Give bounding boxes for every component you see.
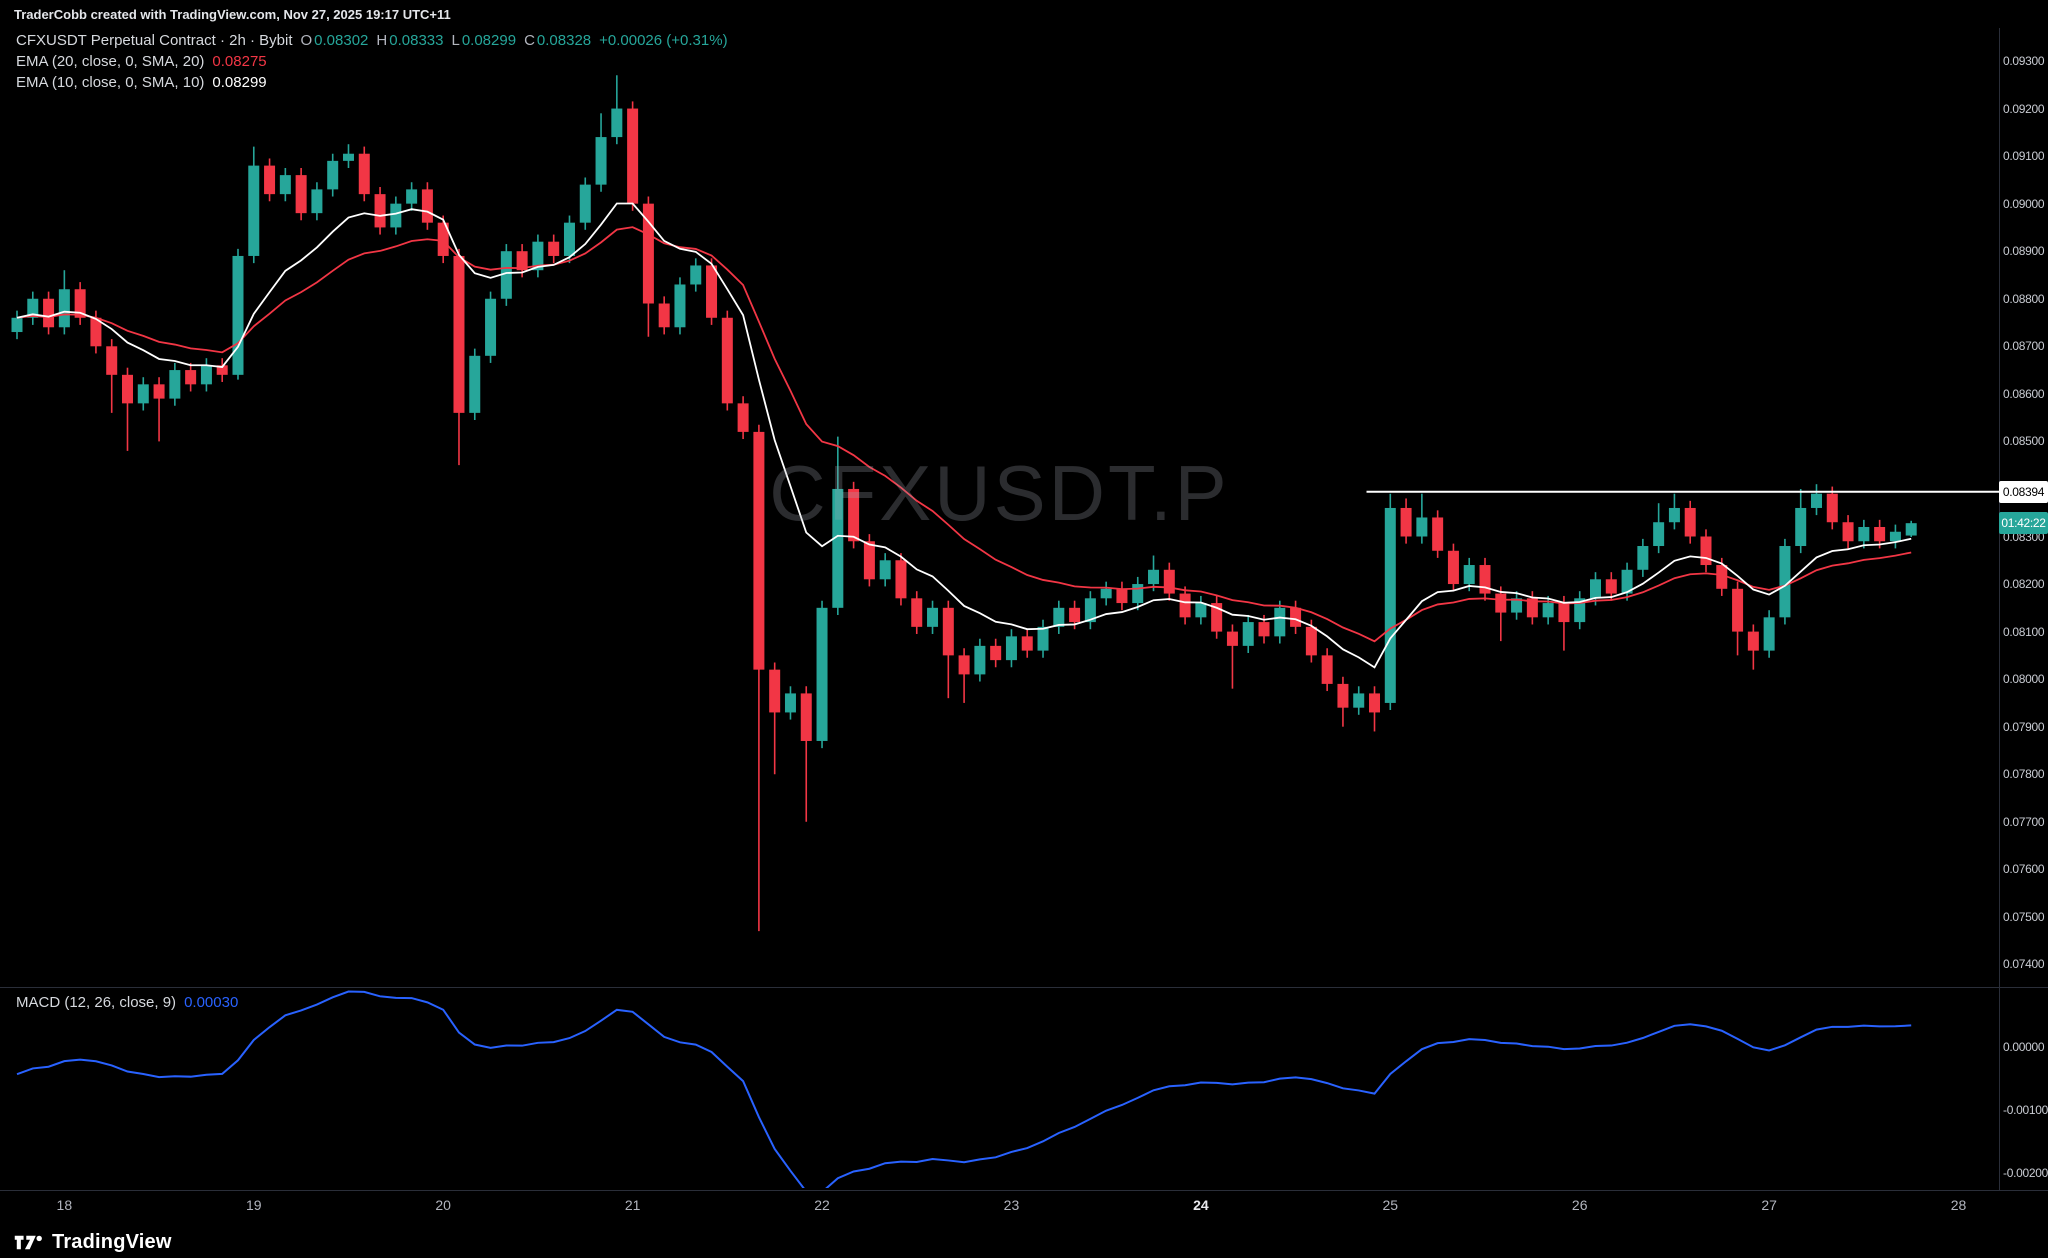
low-value: 0.08299 xyxy=(461,32,517,49)
macd-tick: 0.00000 xyxy=(2003,1040,2045,1054)
time-tick: 24 xyxy=(1193,1197,1209,1213)
price-tick: 0.07500 xyxy=(2003,909,2045,924)
ema10-label: EMA (10, close, 0, SMA, 10) xyxy=(16,74,205,91)
price-tick: 0.08100 xyxy=(2003,624,2045,639)
ema10-legend-row[interactable]: EMA (10, close, 0, SMA, 10) 0.08299 xyxy=(16,72,728,93)
ema20-value: 0.08275 xyxy=(212,53,267,70)
symbol-legend-row[interactable]: CFXUSDT Perpetual Contract · 2h · Bybit … xyxy=(16,30,728,51)
macd-tick: -0.00100 xyxy=(2003,1103,2048,1117)
time-tick: 22 xyxy=(814,1197,830,1213)
close-value-pair: C 0.08328 xyxy=(524,32,592,49)
price-tick: 0.07700 xyxy=(2003,814,2045,829)
ema20-label: EMA (20, close, 0, SMA, 20) xyxy=(16,53,205,70)
price-tick: 0.08000 xyxy=(2003,672,2045,687)
time-tick: 19 xyxy=(245,1197,262,1213)
macd-label: MACD (12, 26, close, 9) xyxy=(16,994,177,1011)
price-tick: 0.08700 xyxy=(2003,339,2045,354)
symbol-title: CFXUSDT Perpetual Contract · 2h · Bybit xyxy=(16,32,293,49)
high-value: 0.08333 xyxy=(389,32,444,49)
time-tick: 23 xyxy=(1003,1197,1020,1213)
price-tick: 0.07600 xyxy=(2003,862,2045,877)
change-value: +0.00026 (+0.31%) xyxy=(599,32,728,49)
price-tick: 0.08200 xyxy=(2003,577,2045,592)
resistance-price-label: 0.08394 xyxy=(1999,480,2048,503)
time-tick: 20 xyxy=(435,1197,451,1213)
close-value: 0.08328 xyxy=(536,32,592,49)
price-tick: 0.08800 xyxy=(2003,291,2045,306)
attribution-text: TraderCobb created with TradingView.com,… xyxy=(14,7,451,22)
tradingview-logo-icon[interactable] xyxy=(14,1233,44,1252)
low-value-pair: L 0.08299 xyxy=(451,32,517,49)
time-tick: 26 xyxy=(1571,1197,1588,1213)
bar-countdown-label: 01:42:22 xyxy=(1999,512,2048,535)
macd-legend-row[interactable]: MACD (12, 26, close, 9) 0.00030 xyxy=(16,994,238,1011)
high-value-pair: H 0.08333 xyxy=(376,32,444,49)
macd-tick: -0.00200 xyxy=(2003,1166,2048,1180)
price-tick: 0.09300 xyxy=(2003,54,2045,68)
attribution-bar: TraderCobb created with TradingView.com,… xyxy=(0,0,2048,26)
price-tick: 0.09200 xyxy=(2003,101,2045,116)
price-tick: 0.07400 xyxy=(2003,957,2045,972)
ema10-value: 0.08299 xyxy=(212,74,267,91)
open-value: 0.08302 xyxy=(314,32,369,49)
price-tick: 0.07800 xyxy=(2003,767,2045,782)
time-tick: 21 xyxy=(624,1197,641,1213)
price-tick: 0.07900 xyxy=(2003,719,2045,734)
price-tick: 0.08600 xyxy=(2003,386,2045,401)
price-tick: 0.09000 xyxy=(2003,196,2045,211)
open-value-pair: O 0.08302 xyxy=(300,32,369,49)
macd-value: 0.00030 xyxy=(184,994,239,1011)
time-tick: 18 xyxy=(56,1197,73,1213)
price-tick: 0.08900 xyxy=(2003,244,2045,259)
time-tick: 27 xyxy=(1761,1197,1777,1213)
price-tick: 0.09100 xyxy=(2003,149,2045,164)
price-tick: 0.08500 xyxy=(2003,434,2045,449)
time-tick: 28 xyxy=(1950,1197,1967,1213)
chart-legend: CFXUSDT Perpetual Contract · 2h · Bybit … xyxy=(16,30,728,93)
footer-bar: TradingView xyxy=(0,1226,2048,1258)
ema20-legend-row[interactable]: EMA (20, close, 0, SMA, 20) 0.08275 xyxy=(16,51,728,72)
tradingview-wordmark[interactable]: TradingView xyxy=(52,1230,172,1253)
time-tick: 25 xyxy=(1382,1197,1399,1213)
